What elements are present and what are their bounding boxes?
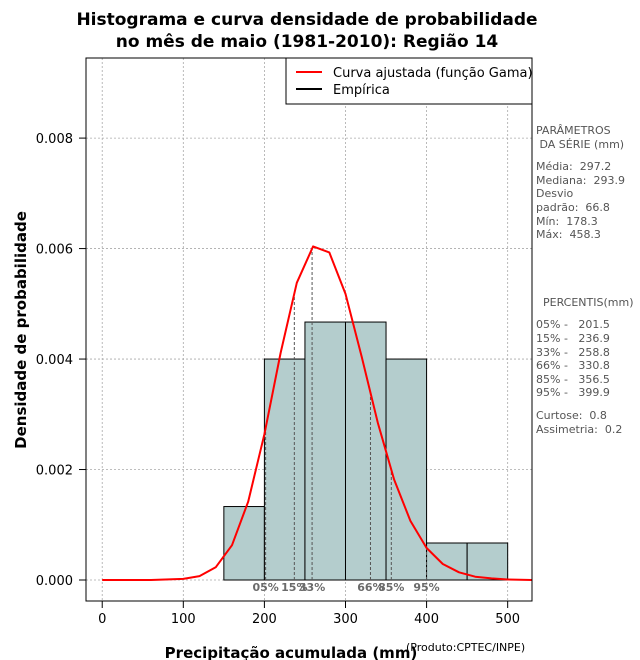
histogram-bar bbox=[466, 542, 509, 581]
percentile-05: 05% - 201.5 bbox=[536, 318, 610, 332]
x-axis-title: Precipitação acumulada (mm) bbox=[165, 644, 418, 660]
x-tick-label: 0 bbox=[98, 612, 106, 627]
fitted-curve-layer bbox=[102, 245, 533, 581]
percentile-markers: 05% 15%33% 66%85% 95% bbox=[252, 248, 440, 594]
y-axis: 0.000 0.002 0.004 0.006 0.008 bbox=[36, 132, 86, 589]
stat-stddev-label: Desvio bbox=[536, 187, 574, 201]
y-tick-label: 0.008 bbox=[36, 132, 73, 147]
stat-median: Mediana: 293.9 bbox=[536, 173, 625, 187]
stat-skewness: Assimetria: 0.2 bbox=[536, 422, 623, 436]
legend-curve-label: Curva ajustada (função Gama) bbox=[333, 66, 533, 81]
stat-kurtosis: Curtose: 0.8 bbox=[536, 408, 607, 422]
x-tick-label: 400 bbox=[414, 612, 439, 627]
y-tick-label: 0.004 bbox=[36, 353, 73, 368]
percentile-66: 66% - 330.8 bbox=[536, 359, 610, 373]
histogram-bar bbox=[385, 358, 428, 581]
params-title-2: DA SÉRIE (mm) bbox=[536, 137, 625, 151]
percentile-label: 95% bbox=[413, 581, 439, 594]
percentile-85: 85% - 356.5 bbox=[536, 372, 610, 386]
x-tick-label: 200 bbox=[252, 612, 277, 627]
percentile-label: 05% bbox=[252, 581, 278, 594]
y-axis-title: Densidade de probabilidade bbox=[12, 211, 30, 449]
stat-mean: Média: 297.2 bbox=[536, 160, 612, 174]
percentiles-title: PERCENTIS(mm) bbox=[536, 295, 634, 309]
histogram-bar bbox=[426, 542, 468, 581]
legend: Curva ajustada (função Gama) Empírica bbox=[285, 57, 533, 105]
y-tick-label: 0.000 bbox=[36, 574, 73, 589]
fitted-curve-line bbox=[102, 245, 533, 581]
stat-stddev: padrão: 66.8 bbox=[536, 200, 610, 214]
chart-title-line-2: no mês de maio (1981-2010): Região 14 bbox=[116, 32, 499, 52]
y-tick-label: 0.002 bbox=[36, 464, 73, 479]
percentile-95: 95% - 399.9 bbox=[536, 386, 610, 400]
histogram-bar bbox=[263, 358, 306, 581]
percentile-label: 66% bbox=[357, 581, 383, 594]
histogram-bar bbox=[223, 506, 265, 581]
stat-max: Máx: 458.3 bbox=[536, 228, 601, 242]
legend-empirical-label: Empírica bbox=[333, 83, 390, 98]
percentile-label: 33% bbox=[299, 581, 325, 594]
stat-min: Mín: 178.3 bbox=[536, 214, 598, 228]
params-title-1: PARÂMETROS bbox=[536, 124, 611, 137]
histogram-bar bbox=[304, 321, 346, 581]
percentile-label: 85% bbox=[378, 581, 404, 594]
percentile-15: 15% - 236.9 bbox=[536, 331, 610, 345]
chart-title-line-1: Histograma e curva densidade de probabil… bbox=[76, 10, 537, 30]
x-axis: 0 100 200 300 400 500 bbox=[98, 600, 520, 627]
x-tick-label: 100 bbox=[171, 612, 196, 627]
y-tick-label: 0.006 bbox=[36, 243, 73, 258]
product-credit: (Produto:CPTEC/INPE) bbox=[406, 641, 525, 654]
x-tick-label: 500 bbox=[495, 612, 520, 627]
legend-box bbox=[285, 57, 533, 105]
histogram-bar bbox=[344, 321, 387, 581]
percentile-33: 33% - 258.8 bbox=[536, 345, 610, 359]
percentile-label: 15% bbox=[281, 581, 307, 594]
x-tick-label: 300 bbox=[333, 612, 358, 627]
series-parameters-panel: PARÂMETROS DA SÉRIE (mm) Média: 297.2 Me… bbox=[536, 124, 640, 436]
histogram-bars bbox=[223, 321, 509, 581]
